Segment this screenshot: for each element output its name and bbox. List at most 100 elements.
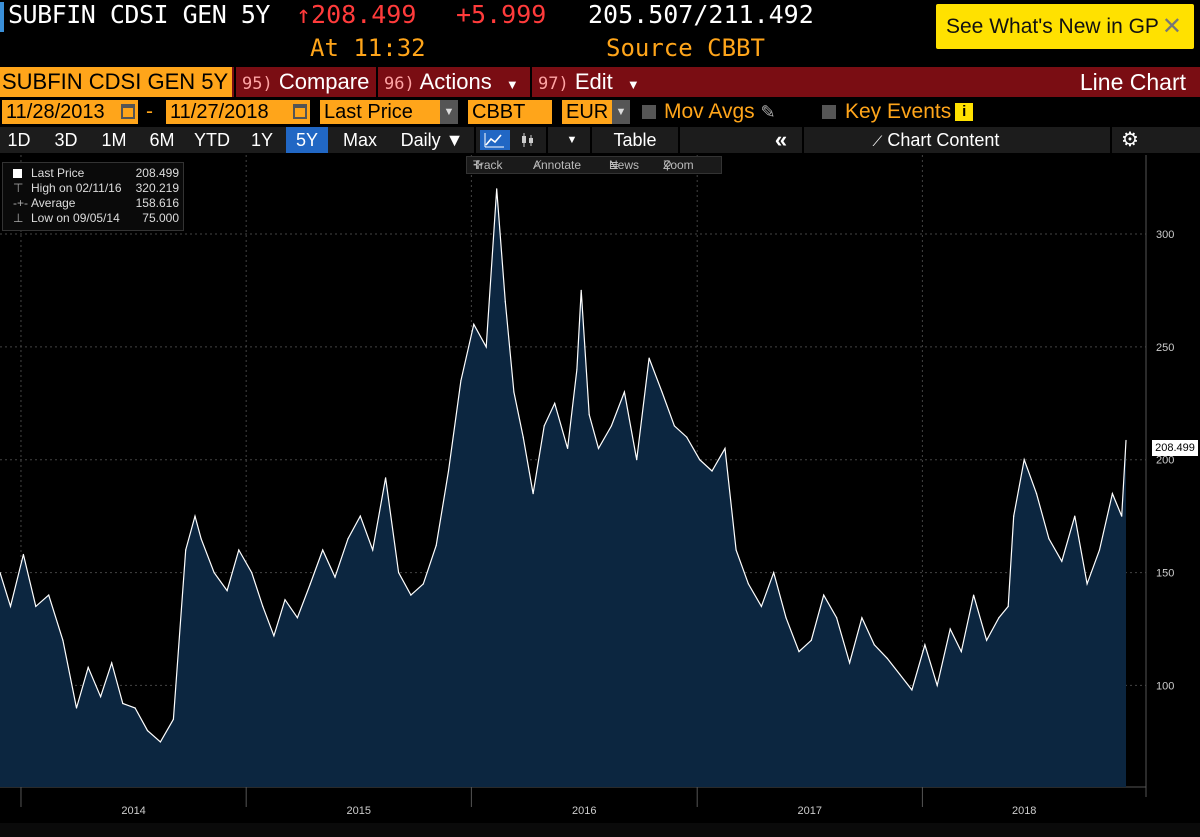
legend-label: Low on 09/05/14 bbox=[31, 211, 120, 225]
data-point bbox=[1086, 583, 1088, 585]
frequency-select[interactable]: Daily ▼ bbox=[400, 130, 464, 150]
field-value: Last Price bbox=[324, 101, 413, 123]
legend-label: High on 02/11/16 bbox=[31, 181, 122, 195]
period-1y[interactable]: 1Y bbox=[250, 130, 274, 150]
legend-label: Last Price bbox=[31, 166, 85, 180]
data-point bbox=[134, 707, 136, 709]
x-tick-label: 2014 bbox=[121, 805, 145, 817]
chevron-down-icon: ▼ bbox=[505, 77, 519, 92]
quote-source: Source CBBT bbox=[606, 34, 765, 62]
key-events-checkbox[interactable] bbox=[822, 105, 836, 119]
low-marker-icon: ⊥ bbox=[13, 211, 24, 225]
data-point bbox=[986, 639, 988, 641]
track-label: Track bbox=[473, 158, 503, 172]
news-icon: ≣ bbox=[609, 158, 620, 172]
data-point bbox=[554, 402, 556, 404]
data-point bbox=[1111, 493, 1113, 495]
data-point bbox=[238, 549, 240, 551]
period-1d[interactable]: 1D bbox=[7, 130, 31, 150]
data-point bbox=[798, 651, 800, 653]
data-point bbox=[1048, 538, 1050, 540]
chart-area[interactable]: 100 150 200 250 300 2014 2015 2016 2017 2018 bbox=[0, 155, 1200, 837]
x-tick-label: 2015 bbox=[347, 805, 371, 817]
edit-button[interactable]: 97) Edit ▼ bbox=[530, 67, 640, 97]
bid-ask-range: 205.507/211.492 bbox=[588, 0, 814, 29]
data-point bbox=[322, 549, 324, 551]
security-name-field[interactable]: SUBFIN CDSI GEN 5Y bbox=[0, 67, 232, 97]
calendar-icon[interactable] bbox=[293, 104, 307, 119]
start-date-field[interactable]: 11/28/2013 bbox=[2, 100, 138, 124]
data-point bbox=[1121, 515, 1123, 517]
table-button[interactable]: Table bbox=[613, 130, 657, 150]
data-point bbox=[924, 644, 926, 646]
legend-high: ⊤ High on 02/11/16 320.219 bbox=[7, 181, 181, 196]
data-point bbox=[785, 617, 787, 619]
currency-select[interactable]: EUR ▼ bbox=[562, 100, 630, 124]
period-ytd[interactable]: YTD bbox=[194, 130, 230, 150]
ticker-symbol: SUBFIN CDSI GEN 5Y bbox=[8, 0, 270, 29]
data-point bbox=[711, 470, 713, 472]
period-max[interactable]: Max bbox=[342, 130, 377, 150]
data-point bbox=[836, 617, 838, 619]
data-point bbox=[385, 477, 387, 479]
info-icon[interactable]: i bbox=[955, 103, 974, 121]
calendar-icon[interactable] bbox=[121, 104, 135, 119]
data-point bbox=[1074, 515, 1076, 517]
data-point bbox=[673, 425, 676, 427]
chart-legend: Last Price 208.499 ⊤ High on 02/11/16 32… bbox=[2, 162, 184, 231]
price-chart[interactable]: 100 150 200 250 300 2014 2015 2016 2017 2018 bbox=[0, 155, 1200, 837]
divider bbox=[678, 127, 680, 153]
data-point bbox=[122, 702, 124, 705]
data-point bbox=[623, 391, 626, 393]
candlestick-style-button[interactable] bbox=[516, 130, 540, 150]
line-chart-style-button[interactable] bbox=[480, 130, 510, 150]
bottom-scroll-strip[interactable] bbox=[0, 823, 1200, 837]
data-point bbox=[960, 651, 962, 653]
news-label: News bbox=[609, 158, 640, 172]
data-point bbox=[1023, 459, 1025, 461]
last-price: ↑208.499 bbox=[296, 0, 417, 29]
period-3d[interactable]: 3D bbox=[54, 130, 78, 150]
data-point bbox=[699, 459, 701, 461]
data-point bbox=[194, 515, 196, 517]
y-tick-label: 150 bbox=[1156, 568, 1174, 580]
collapse-icon[interactable]: « bbox=[774, 127, 788, 152]
whats-new-label[interactable]: See What's New in GP bbox=[946, 15, 1159, 38]
period-6m[interactable]: 6M bbox=[149, 130, 175, 150]
close-icon[interactable]: ✕ bbox=[1161, 13, 1182, 40]
data-point bbox=[936, 684, 938, 687]
actions-button[interactable]: 96) Actions ▼ bbox=[376, 67, 528, 97]
legend-label: Average bbox=[31, 196, 76, 210]
mov-avgs-checkbox[interactable] bbox=[642, 105, 656, 119]
compare-button[interactable]: 95) Compare bbox=[234, 67, 374, 97]
key-events-label[interactable]: Key Events i bbox=[845, 99, 974, 125]
whats-new-banner[interactable]: See What's New in GP ✕ bbox=[936, 4, 1194, 49]
period-bar: 1D 3D 1M 6M YTD 1Y 5Y Max Daily ▼ ▼ Tabl… bbox=[0, 127, 1200, 153]
line-chart-icon bbox=[484, 133, 504, 148]
legend-average: -+- Average 158.616 bbox=[7, 196, 181, 211]
x-tick-label: 2017 bbox=[798, 805, 822, 817]
chart-tools-bar: ✛ Track ⟋ Annotate ≣ News ⚲ Zoom bbox=[466, 156, 722, 174]
data-point bbox=[213, 572, 215, 574]
period-1m[interactable]: 1M bbox=[101, 130, 127, 150]
data-point bbox=[9, 605, 12, 607]
chevron-down-icon[interactable]: ▼ bbox=[440, 100, 458, 124]
field-select[interactable]: Last Price ▼ bbox=[320, 100, 458, 124]
pricing-source-field[interactable]: CBBT bbox=[468, 100, 552, 124]
data-point bbox=[296, 617, 298, 619]
chevron-down-icon[interactable]: ▼ bbox=[566, 134, 578, 146]
chart-content-button[interactable]: ⟋ Chart Content bbox=[856, 127, 1016, 153]
mov-avgs-label[interactable]: Mov Avgs ✎ bbox=[664, 99, 776, 125]
pencil-icon[interactable]: ✎ bbox=[760, 102, 776, 122]
data-point bbox=[226, 590, 228, 592]
legend-last-price[interactable]: Last Price 208.499 bbox=[7, 166, 181, 181]
edit-number: 97) bbox=[538, 74, 569, 94]
chevron-down-icon[interactable]: ▼ bbox=[612, 100, 630, 124]
data-point bbox=[159, 741, 161, 743]
data-point bbox=[1007, 605, 1009, 607]
period-5y[interactable]: 5Y bbox=[286, 127, 328, 153]
end-date-field[interactable]: 11/27/2018 bbox=[166, 100, 310, 124]
data-point bbox=[262, 605, 264, 607]
gear-icon[interactable]: ⚙ bbox=[1121, 129, 1139, 151]
divider bbox=[1110, 127, 1112, 153]
